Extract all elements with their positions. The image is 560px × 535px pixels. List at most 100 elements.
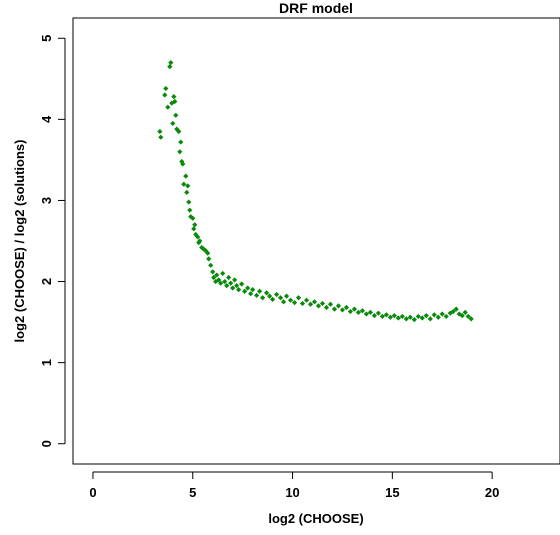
data-point	[295, 295, 302, 301]
data-point	[218, 280, 224, 286]
data-point	[208, 262, 214, 268]
data-point	[181, 181, 187, 187]
x-tick-label: 5	[189, 485, 196, 500]
data-point	[391, 313, 397, 319]
data-point	[170, 120, 176, 127]
data-point	[407, 314, 413, 320]
data-point	[315, 303, 322, 309]
data-point	[423, 313, 429, 319]
data-point	[419, 315, 425, 321]
data-point	[287, 297, 294, 303]
data-point	[254, 292, 260, 298]
data-point	[260, 295, 266, 301]
y-tick-label: 3	[39, 197, 54, 204]
y-axis: 0 1 2 3 4 5	[39, 35, 66, 447]
data-point	[210, 269, 216, 275]
data-points	[157, 60, 474, 323]
data-point	[192, 222, 198, 228]
y-tick-label: 0	[39, 440, 54, 447]
data-point	[165, 104, 171, 110]
data-point	[443, 313, 449, 320]
data-point	[172, 98, 178, 105]
data-point	[355, 309, 362, 315]
data-point	[205, 250, 211, 256]
data-point	[245, 285, 251, 291]
data-point	[167, 64, 173, 70]
y-tick-label: 1	[39, 359, 54, 366]
data-point	[184, 189, 190, 195]
data-point	[178, 139, 184, 145]
data-point	[280, 299, 287, 305]
data-point	[187, 207, 193, 213]
data-point	[395, 315, 401, 321]
data-point	[363, 311, 369, 317]
data-point	[327, 301, 334, 307]
data-point	[427, 316, 433, 322]
data-point	[343, 304, 350, 311]
data-point	[250, 287, 256, 293]
plot-frame	[72, 17, 560, 465]
data-point	[367, 309, 373, 315]
y-axis-title: log2 (CHOOSE) / log2 (solutions)	[12, 140, 27, 343]
data-point	[331, 306, 338, 312]
data-point	[242, 288, 248, 294]
data-point	[176, 128, 182, 135]
data-point	[191, 226, 197, 232]
data-point	[415, 313, 421, 320]
data-point	[230, 285, 236, 291]
data-point	[465, 313, 471, 320]
data-point	[277, 295, 284, 301]
y-tick-label: 5	[39, 35, 54, 42]
data-point	[163, 85, 169, 92]
data-point	[339, 307, 346, 313]
data-point	[273, 291, 280, 298]
data-point	[171, 94, 177, 100]
data-point	[266, 293, 273, 299]
data-point	[435, 314, 441, 320]
data-point	[323, 304, 330, 311]
data-point	[453, 306, 459, 312]
chart-title: DRF model	[279, 0, 353, 16]
data-point	[157, 128, 163, 135]
data-point	[228, 280, 234, 286]
data-point	[185, 183, 191, 189]
data-point	[162, 92, 168, 98]
data-point	[158, 134, 164, 140]
data-point	[216, 277, 222, 283]
data-point	[399, 313, 405, 320]
data-point	[239, 281, 245, 287]
x-tick-label: 10	[285, 485, 299, 500]
y-tick-label: 4	[39, 115, 54, 123]
data-point	[224, 283, 230, 289]
data-point	[375, 310, 381, 316]
x-tick-label: 15	[385, 485, 399, 500]
data-point	[264, 290, 270, 296]
data-point	[220, 270, 226, 277]
data-point	[222, 278, 228, 285]
x-tick-label: 0	[89, 485, 96, 500]
data-point	[307, 301, 314, 307]
data-point	[186, 199, 192, 205]
x-tick-label: 20	[485, 485, 499, 500]
data-point	[403, 316, 409, 322]
data-point	[450, 308, 456, 315]
data-point	[335, 303, 342, 309]
data-point	[379, 313, 385, 320]
data-point	[234, 283, 240, 289]
data-point	[248, 291, 254, 297]
data-point	[206, 256, 212, 262]
data-point	[351, 306, 358, 312]
y-tick-label: 2	[39, 278, 54, 285]
x-axis: 0 5 10 15 20	[89, 471, 499, 500]
data-point	[387, 314, 393, 320]
data-point	[459, 313, 465, 319]
data-point	[468, 316, 474, 322]
data-point	[411, 317, 417, 323]
data-point	[383, 312, 389, 318]
data-point	[347, 308, 354, 315]
data-point	[359, 308, 366, 314]
data-point	[190, 215, 196, 221]
data-point	[197, 238, 203, 244]
data-point	[431, 312, 437, 318]
data-point	[183, 173, 189, 179]
